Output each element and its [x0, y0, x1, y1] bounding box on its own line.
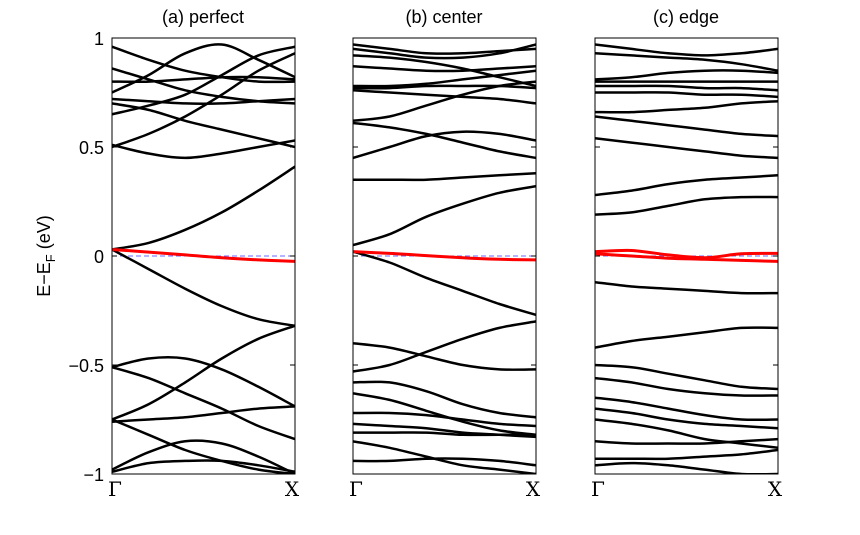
band-line-8	[112, 139, 295, 160]
band-line-10	[112, 165, 295, 251]
highlighted-band-1	[595, 248, 778, 260]
band-line-18	[595, 418, 778, 450]
y-tick-label-0: 0	[94, 247, 104, 267]
band-line-1	[595, 43, 778, 57]
y-axis-label-subscript: F	[43, 254, 58, 262]
band-line-6	[112, 102, 295, 149]
band-line-9	[595, 137, 778, 160]
band-line-13	[112, 366, 295, 441]
y-axis-label-main: E−E	[34, 262, 54, 297]
panel-title-center: (b) center	[405, 7, 482, 27]
band-line-13	[595, 326, 778, 349]
panel-title-edge: (c) edge	[653, 7, 719, 27]
band-line-5	[112, 97, 295, 105]
panel-perfect: (a) perfect Γ X	[108, 7, 300, 501]
y-tick-label-1: 1	[94, 29, 104, 49]
band-line-13	[353, 250, 536, 317]
band-line-21	[353, 440, 536, 474]
band-line-5	[595, 84, 778, 92]
tick-marks-center	[353, 37, 536, 475]
band-line-12	[112, 355, 295, 408]
band-line-7	[112, 45, 295, 116]
band-line-18	[353, 411, 536, 428]
band-line-22	[353, 457, 536, 467]
band-line-8	[353, 80, 536, 123]
band-line-19	[595, 437, 778, 445]
band-line-11	[112, 248, 295, 328]
highlighted-band-1	[112, 248, 295, 263]
band-line-12	[595, 280, 778, 295]
band-line-14	[112, 324, 295, 421]
y-tick-label-neg1: −1	[83, 465, 104, 485]
band-line-6	[595, 91, 778, 99]
x-tick-gamma-perfect: Γ	[108, 477, 122, 501]
band-line-17	[112, 459, 295, 474]
band-line-8	[595, 115, 778, 138]
band-line-7	[595, 99, 778, 114]
x-tick-x-edge: X	[768, 477, 783, 501]
y-tick-label-neg0.5: −0.5	[68, 356, 104, 376]
highlighted-band-2	[595, 252, 778, 263]
band-line-12	[353, 184, 536, 247]
band-line-10	[595, 174, 778, 197]
band-line-16	[595, 396, 778, 422]
y-tick-label-0.5: 0.5	[79, 138, 104, 158]
band-line-20	[595, 448, 778, 461]
band-line-5	[353, 69, 536, 88]
bands-center	[353, 43, 536, 474]
band-line-10	[353, 130, 536, 160]
panel-center: (b) center Γ X	[349, 7, 541, 501]
band-line-3	[112, 75, 295, 84]
y-axis-label-unit: (eV)	[34, 215, 54, 254]
highlighted-band-1	[353, 250, 536, 262]
band-line-9	[353, 121, 536, 160]
panel-title-perfect: (a) perfect	[162, 7, 244, 27]
band-line-15	[353, 320, 536, 373]
tick-marks-perfect	[112, 37, 295, 475]
bands-edge	[595, 43, 778, 474]
band-line-1	[112, 45, 295, 84]
band-line-17	[595, 407, 778, 430]
band-line-21	[595, 461, 778, 474]
band-line-1	[353, 43, 536, 55]
band-line-4	[353, 65, 536, 73]
x-tick-x-perfect: X	[285, 477, 300, 501]
band-line-3	[353, 54, 536, 88]
x-tick-gamma-center: Γ	[349, 477, 363, 501]
band-line-15	[112, 418, 295, 474]
band-line-18	[112, 439, 295, 474]
band-line-14	[595, 363, 778, 391]
band-line-2	[353, 43, 536, 60]
y-axis-label: E−EF (eV)	[34, 215, 58, 297]
band-line-16	[353, 380, 536, 419]
panel-edge: (c) edge Γ X	[591, 7, 783, 501]
band-line-16	[112, 405, 295, 423]
band-line-11	[595, 195, 778, 216]
x-tick-x-center: X	[526, 477, 541, 501]
band-line-11	[353, 171, 536, 182]
band-line-9	[112, 52, 295, 149]
band-line-3	[595, 69, 778, 81]
band-line-20	[353, 431, 536, 437]
tick-marks-edge	[595, 37, 778, 475]
band-line-4	[112, 43, 295, 94]
band-line-15	[595, 376, 778, 397]
band-line-7	[353, 89, 536, 105]
bands-perfect	[112, 43, 295, 474]
x-tick-gamma-edge: Γ	[591, 477, 605, 501]
band-line-14	[353, 341, 536, 371]
band-line-2	[595, 52, 778, 72]
